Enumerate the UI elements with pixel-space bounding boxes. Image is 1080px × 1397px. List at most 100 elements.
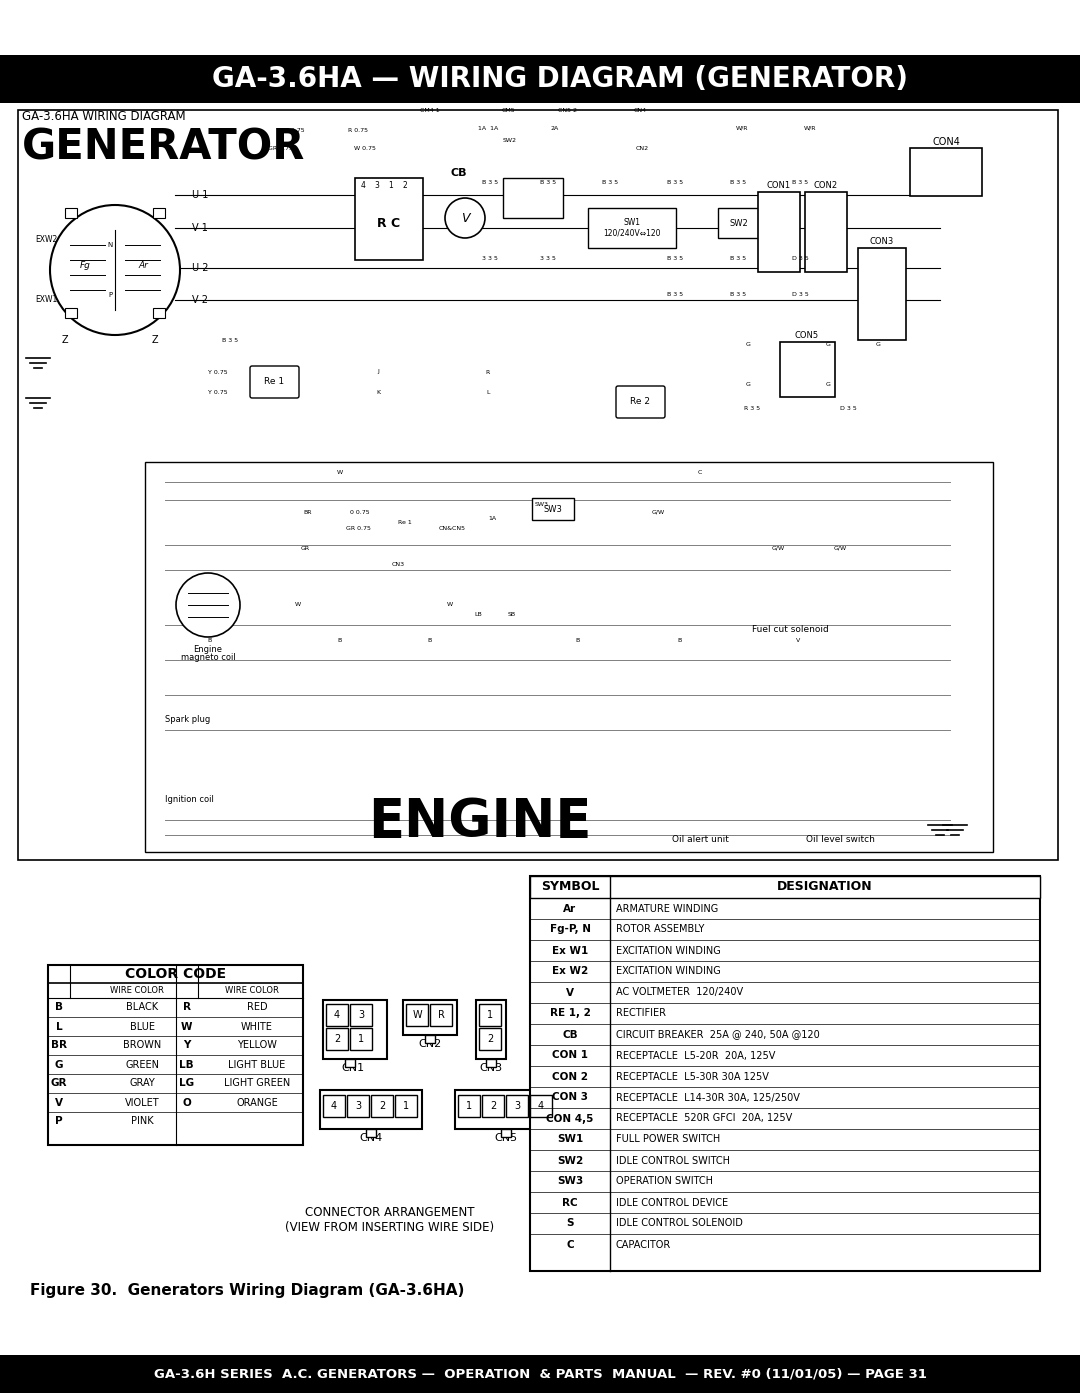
Text: SW1: SW1: [557, 1134, 583, 1144]
Text: BLUE: BLUE: [130, 1021, 154, 1031]
FancyBboxPatch shape: [249, 366, 299, 398]
Text: CN5 2: CN5 2: [558, 108, 578, 113]
Text: 1: 1: [487, 1010, 494, 1020]
Text: W: W: [447, 602, 454, 608]
Text: N: N: [107, 242, 112, 249]
Text: CM4 1: CM4 1: [420, 108, 440, 113]
Text: CB: CB: [563, 1030, 578, 1039]
Text: C: C: [566, 1239, 573, 1249]
Text: 2A: 2A: [551, 126, 559, 130]
Bar: [320, 1090, 422, 1129]
Bar: [145, 462, 993, 852]
Text: G: G: [745, 383, 751, 387]
Bar: [326, 1028, 348, 1051]
Text: B 3 5: B 3 5: [667, 256, 683, 260]
Bar: [345, 1059, 355, 1067]
Text: RECEPTACLE  L5-20R  20A, 125V: RECEPTACLE L5-20R 20A, 125V: [616, 1051, 775, 1060]
Bar: [323, 1000, 387, 1059]
Text: 4: 4: [334, 1010, 340, 1020]
Text: G/W: G/W: [771, 545, 784, 550]
Text: SYMBOL: SYMBOL: [541, 880, 599, 894]
Text: P: P: [55, 1116, 63, 1126]
Text: BROWN: BROWN: [123, 1041, 161, 1051]
Bar: [0, 54, 1080, 103]
Bar: [718, 208, 760, 237]
Text: LG: LG: [179, 1078, 194, 1088]
Text: 3: 3: [355, 1101, 361, 1111]
Text: VIOLET: VIOLET: [125, 1098, 160, 1108]
Text: GRAY: GRAY: [130, 1078, 156, 1088]
Text: B 3 5: B 3 5: [730, 292, 746, 298]
Text: CN&CN5: CN&CN5: [438, 525, 465, 531]
Text: CN1: CN1: [341, 1063, 365, 1073]
Text: B 3 5: B 3 5: [602, 179, 618, 184]
Bar: [507, 1095, 528, 1118]
Text: G/W: G/W: [651, 510, 664, 514]
Bar: [350, 1004, 372, 1025]
Text: CON 3: CON 3: [552, 1092, 588, 1102]
Text: CON 1: CON 1: [552, 1051, 588, 1060]
Text: BR: BR: [303, 510, 312, 514]
Text: Y: Y: [183, 1041, 190, 1051]
Bar: [503, 177, 563, 218]
Text: U 2: U 2: [192, 263, 208, 272]
Bar: [430, 1004, 453, 1025]
Text: RECTIFIER: RECTIFIER: [616, 1009, 666, 1018]
Text: J: J: [377, 369, 379, 374]
Text: B: B: [428, 637, 432, 643]
Text: G: G: [825, 383, 831, 387]
Text: CON5: CON5: [795, 331, 819, 341]
Text: V: V: [461, 211, 469, 225]
Text: W: W: [295, 602, 301, 608]
Text: EXW2: EXW2: [35, 236, 57, 244]
Bar: [480, 1028, 501, 1051]
Text: Y 0.75: Y 0.75: [208, 390, 228, 394]
Text: CONNECTOR ARRANGEMENT
(VIEW FROM INSERTING WIRE SIDE): CONNECTOR ARRANGEMENT (VIEW FROM INSERTI…: [285, 1206, 495, 1234]
Text: 3 3 5: 3 3 5: [540, 256, 556, 260]
Text: 0 0.75: 0 0.75: [285, 127, 305, 133]
Text: ORANGE: ORANGE: [237, 1098, 278, 1108]
Text: AC VOLTMETER  120/240V: AC VOLTMETER 120/240V: [616, 988, 743, 997]
Text: magneto coil: magneto coil: [180, 654, 235, 662]
Text: Ex W1: Ex W1: [552, 946, 589, 956]
Text: G: G: [55, 1059, 64, 1070]
Bar: [350, 1028, 372, 1051]
Text: 1: 1: [389, 182, 393, 190]
Text: CON4: CON4: [932, 137, 960, 147]
Text: W/R: W/R: [735, 126, 748, 130]
Text: B 3 5: B 3 5: [540, 179, 556, 184]
Text: WHITE: WHITE: [241, 1021, 273, 1031]
Text: Re 2: Re 2: [631, 398, 650, 407]
Circle shape: [176, 573, 240, 637]
Text: CN4: CN4: [360, 1133, 382, 1143]
Bar: [326, 1004, 348, 1025]
Text: GA-3.6HA WIRING DIAGRAM: GA-3.6HA WIRING DIAGRAM: [22, 110, 186, 123]
Text: 3: 3: [514, 1101, 521, 1111]
Text: GR: GR: [300, 545, 310, 550]
Text: BLACK: BLACK: [126, 1003, 159, 1013]
Text: RED: RED: [246, 1003, 268, 1013]
Text: L: L: [486, 390, 489, 394]
Text: 0 0.75: 0 0.75: [350, 510, 369, 514]
Text: SW2: SW2: [730, 218, 748, 228]
Text: 3 3 5: 3 3 5: [482, 256, 498, 260]
Text: L: L: [56, 1021, 63, 1031]
Bar: [530, 1095, 552, 1118]
Bar: [805, 191, 847, 272]
Text: Spark plug: Spark plug: [165, 715, 211, 725]
Text: CON 2: CON 2: [552, 1071, 588, 1081]
Text: B 3 5: B 3 5: [667, 292, 683, 298]
Text: Re 1: Re 1: [265, 377, 284, 387]
Text: B: B: [207, 637, 212, 643]
Text: S: S: [566, 1218, 573, 1228]
Text: Ar: Ar: [138, 260, 148, 270]
Text: SW3: SW3: [557, 1176, 583, 1186]
Text: Fg: Fg: [80, 260, 91, 270]
Text: 1: 1: [357, 1034, 364, 1044]
Text: FULL POWER SWITCH: FULL POWER SWITCH: [616, 1134, 720, 1144]
Text: 1: 1: [465, 1101, 472, 1111]
Bar: [532, 497, 573, 520]
Text: LIGHT BLUE: LIGHT BLUE: [228, 1059, 285, 1070]
Text: D 3 5: D 3 5: [839, 405, 856, 411]
Bar: [780, 342, 835, 397]
